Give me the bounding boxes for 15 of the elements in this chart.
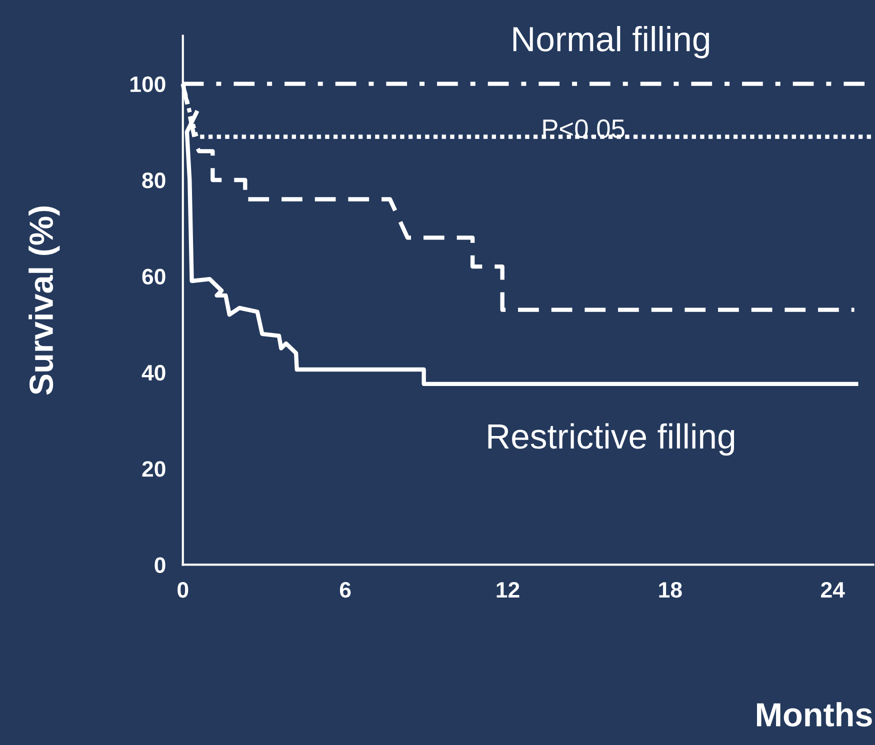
x-tick-label: 0 <box>178 582 188 598</box>
y-tick-label: 60 <box>142 268 166 284</box>
x-axis-title: Months <box>757 702 872 727</box>
y-tick-label: 20 <box>142 461 166 477</box>
y-tick-label: 80 <box>142 172 166 188</box>
y-tick-label: 100 <box>130 76 166 92</box>
y-tick-label: 40 <box>142 364 166 381</box>
x-tick-label: 6 <box>340 582 351 598</box>
series-label: Restrictive filling <box>488 423 734 456</box>
y-axis-title: Survival (%) <box>28 206 60 395</box>
series-label: Normal filling <box>513 26 710 58</box>
x-tick-label: 12 <box>496 582 520 598</box>
x-tick-label: 24 <box>821 582 845 598</box>
x-tick-label: 18 <box>659 582 682 598</box>
y-tick-label: 0 <box>154 557 166 573</box>
